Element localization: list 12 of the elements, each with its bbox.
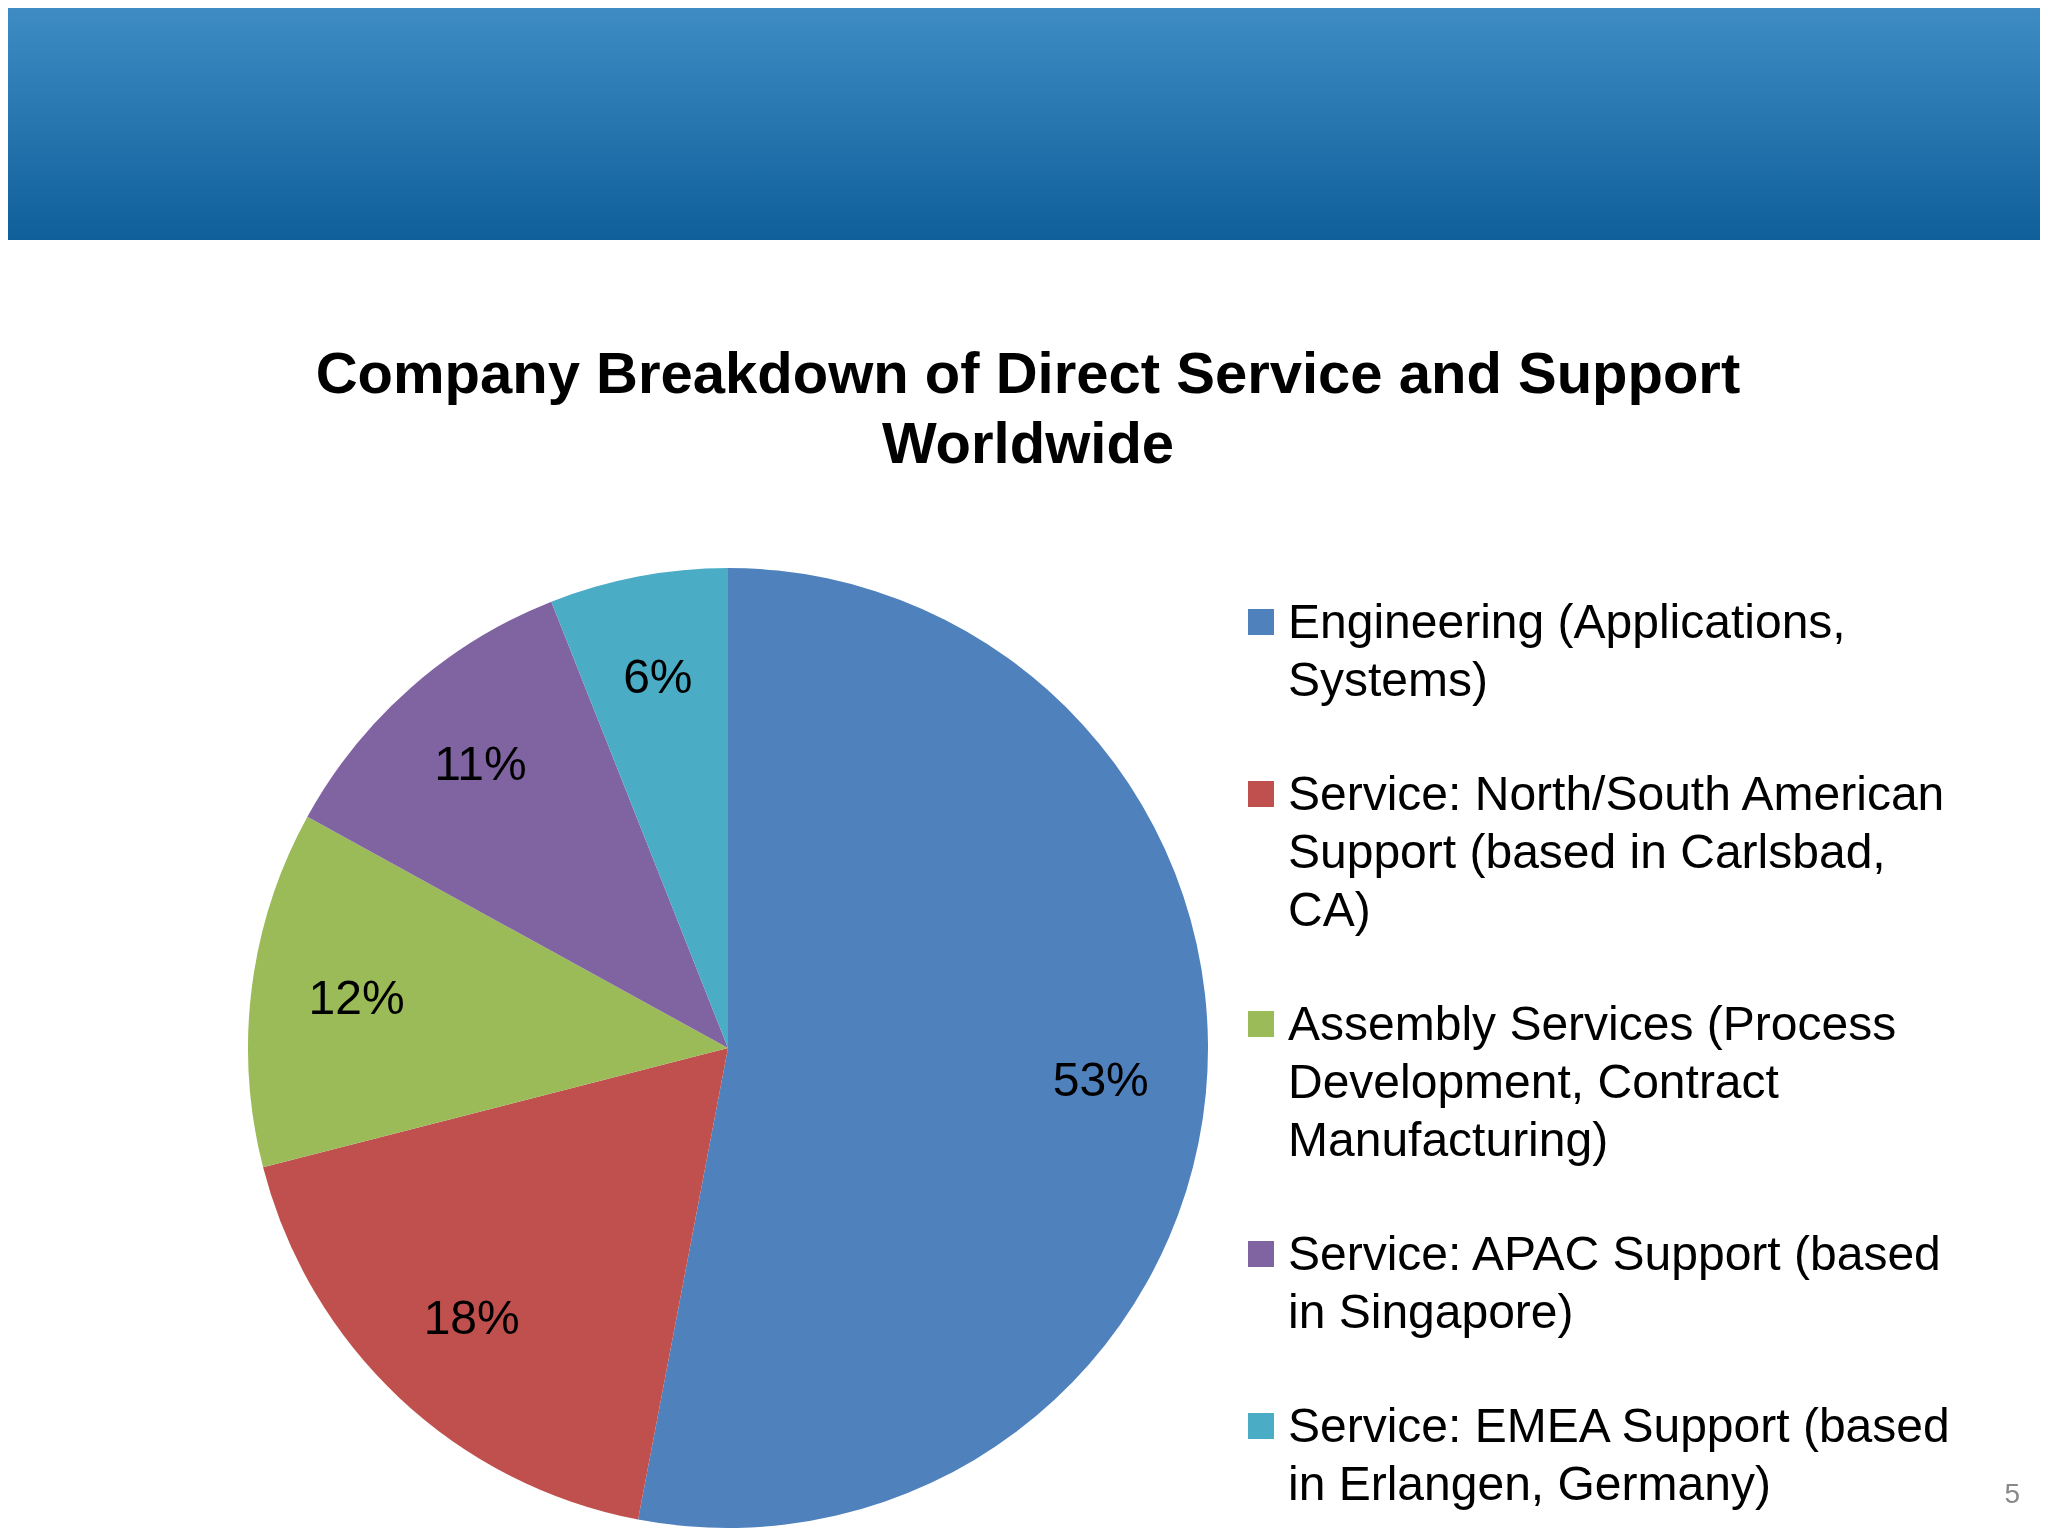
data-label: 53%: [1052, 1053, 1149, 1107]
legend-label: Service: APAC Support (based in Singapore): [1288, 1226, 1942, 1340]
text: 5: [2004, 1478, 2020, 1510]
chart-title: Company Breakdown of Direct Service and Support Worldwide: [314, 339, 1742, 477]
legend-label: Assembly Services (Process Development, Contract Manufacturing): [1288, 996, 1898, 1168]
data-label: 18%: [423, 1291, 520, 1345]
legend-label: Service: North/South American Support (based in Carlsbad, CA): [1288, 766, 1946, 938]
data-label: 6%: [623, 650, 693, 704]
legend-label: Engineering (Applications, Systems): [1288, 594, 1847, 708]
legend-label: Service: EMEA Support (based in Erlangen, Germany): [1288, 1398, 1951, 1512]
data-label: 11%: [434, 737, 527, 791]
data-label: 12%: [308, 971, 405, 1025]
